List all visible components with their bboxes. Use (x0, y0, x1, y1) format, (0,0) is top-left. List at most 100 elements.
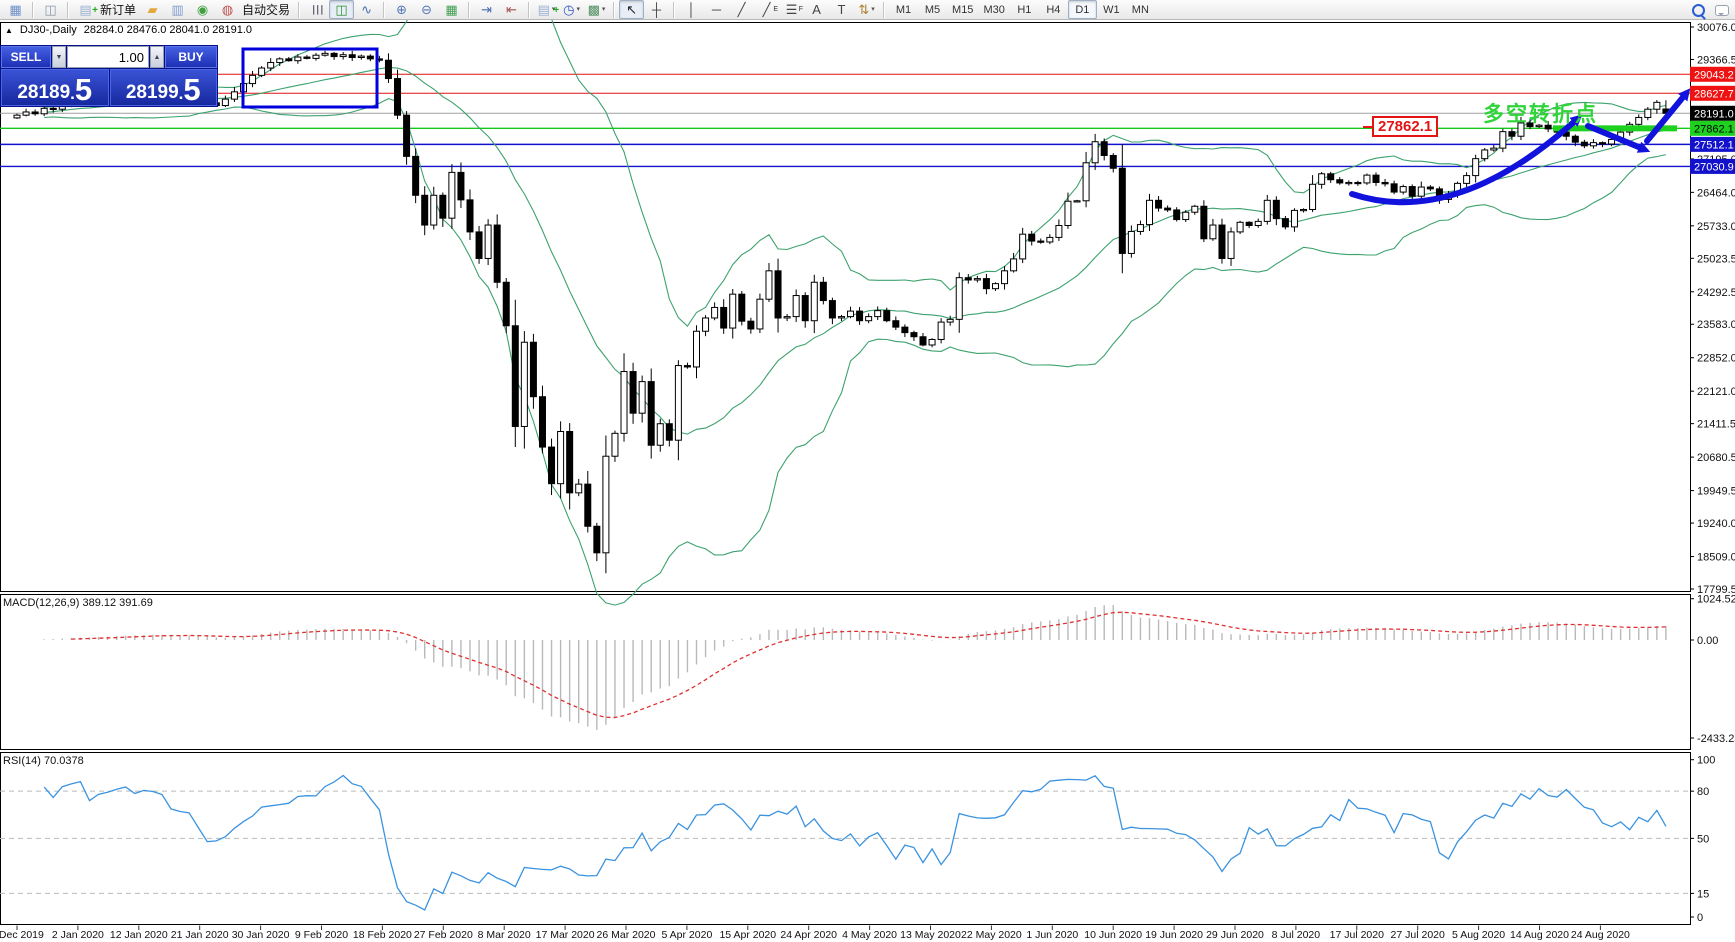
horizontal-line-glyph: ─ (711, 1, 722, 17)
candle-body (1517, 122, 1525, 137)
indicator-window-close-icon[interactable]: ⇤ (499, 0, 524, 19)
candle-body (357, 55, 365, 58)
tile-windows-icon[interactable]: ▦ (439, 0, 464, 19)
collapse-marker-icon[interactable]: ▲ (5, 25, 13, 35)
arrows-icon[interactable]: ⇅ ▾ (858, 1, 875, 17)
volume-increase-button[interactable]: ▲ (150, 46, 164, 68)
text-icon[interactable]: A (804, 0, 829, 19)
date-label: 24 Apr 2020 (780, 929, 837, 941)
periods-icon[interactable]: ◷ ▾ (563, 1, 580, 17)
candle-body (548, 446, 556, 485)
price-badge-label: 28191.0 (1694, 108, 1734, 120)
templates-icon[interactable]: ▩ ▾ (587, 1, 606, 17)
candle-body (403, 114, 411, 157)
tf-d1[interactable]: D1 (1067, 0, 1097, 19)
auto-trading-icon[interactable]: ◍ (215, 0, 240, 19)
strategy-tester-glyph: ◫ (44, 1, 57, 17)
candle-body (13, 114, 21, 119)
candle-body (439, 194, 447, 219)
date-label: 14 Aug 2020 (1510, 929, 1569, 941)
toolbar-separator (673, 1, 676, 18)
text-label-icon[interactable]: T (829, 0, 854, 19)
date-label: 13 May 2020 (900, 929, 961, 941)
candle-body (1526, 122, 1534, 128)
new-order-label[interactable]: 新订单 (100, 3, 137, 17)
market-watch-icon[interactable]: ▦ (3, 0, 28, 19)
indicator-window-icon[interactable]: ⇥ (474, 0, 499, 19)
toolbar-separator (67, 1, 69, 18)
bar-chart-icon[interactable]: ☰ (304, 0, 329, 19)
search-icon[interactable] (1692, 3, 1705, 17)
price-badge-label: 29043.2 (1694, 69, 1734, 81)
buy-button[interactable]: BUY (165, 46, 217, 68)
candle-body (892, 320, 900, 328)
candle-chart-icon[interactable]: ◫ (329, 0, 355, 19)
price-tick-label: 30076.0 (1697, 22, 1735, 34)
vertical-line-icon[interactable]: │ (679, 0, 704, 19)
candle-body (1146, 199, 1153, 226)
candle-body (1417, 186, 1425, 197)
zoom-out-icon[interactable]: ⊖ (414, 0, 439, 19)
date-label: 4 May 2020 (842, 929, 897, 941)
equidistant-channel-icon[interactable]: ╱ E (762, 1, 779, 17)
volume-input[interactable] (67, 46, 149, 68)
candle-body (1136, 224, 1144, 232)
tf-h1[interactable]: H1 (1017, 3, 1032, 16)
candle-body (1281, 218, 1289, 228)
candle-body (221, 98, 229, 107)
trend-line-icon[interactable]: ╱ (729, 0, 754, 19)
line-chart-icon[interactable]: ∿ (354, 0, 379, 19)
text-glyph: A (812, 1, 821, 17)
price-badge-label: 28627.7 (1694, 88, 1734, 100)
candle-body (792, 295, 800, 318)
turning-point-annotation[interactable]: 多空转折点 (1483, 103, 1598, 126)
date-label: 10 Jun 2020 (1084, 929, 1142, 941)
crosshair-icon[interactable]: ┼ (644, 0, 669, 19)
candle-body (810, 281, 818, 322)
candle-body (982, 278, 990, 290)
macd-indicator: 1024.52 0.00 -2433.25 (43, 594, 1735, 745)
indicator-window-glyph: ⇥ (481, 1, 492, 17)
sell-button[interactable]: SELL (1, 46, 51, 68)
candle-body (656, 423, 664, 446)
sell-price[interactable]: 28189 . 5 (1, 69, 109, 106)
auto-trading-label[interactable]: 自动交易 (242, 3, 291, 17)
volume-decrease-button[interactable]: ▼ (52, 46, 66, 68)
candle-body (1408, 186, 1416, 197)
date-label: 21 Jan 2020 (171, 929, 229, 941)
zoom-in-icon[interactable]: ⊕ (389, 0, 414, 19)
new-order-icon[interactable]: ▤ + (79, 1, 98, 17)
date-label: 8 Mar 2020 (478, 929, 531, 941)
buy-price[interactable]: 28199 . 5 (109, 69, 217, 106)
candle-body (1218, 224, 1226, 259)
macd-signal-line (71, 611, 1666, 719)
candle-body (1508, 131, 1516, 137)
tf-m30[interactable]: M30 (983, 3, 1005, 16)
candle-body (1499, 131, 1507, 149)
candle-body (683, 365, 691, 368)
tf-mn[interactable]: MN (1131, 3, 1149, 16)
tf-m15[interactable]: M15 (952, 3, 974, 16)
tf-h4[interactable]: H4 (1046, 3, 1061, 16)
candle-body (584, 483, 592, 527)
signals-icon[interactable]: ◉ (190, 0, 215, 19)
cursor-icon[interactable]: ↖ (619, 0, 645, 19)
horizontal-line-icon[interactable]: ─ (704, 0, 729, 19)
gold-bar-icon[interactable]: ▰ (140, 0, 165, 19)
strategy-tester-icon[interactable]: ◫ (38, 0, 63, 19)
candle-body (611, 432, 619, 457)
signals-glyph: ◉ (196, 1, 209, 17)
add-indicator-icon[interactable]: ▤ + ▾ (537, 1, 560, 17)
candle-body (511, 325, 519, 427)
macd-axis-label: 0.00 (1697, 635, 1718, 647)
level-price-flag[interactable]: 27862.1 (1362, 116, 1439, 137)
expert-advisors-icon[interactable]: ▥ (165, 0, 190, 19)
candle-body (22, 111, 30, 116)
chat-icon[interactable] (1715, 4, 1729, 16)
candle-body (1200, 205, 1208, 240)
tf-w1[interactable]: W1 (1103, 3, 1120, 16)
tf-m5[interactable]: M5 (924, 3, 941, 16)
fibonacci-icon[interactable]: ☰ F (785, 1, 804, 17)
tf-m1[interactable]: M1 (895, 3, 912, 16)
